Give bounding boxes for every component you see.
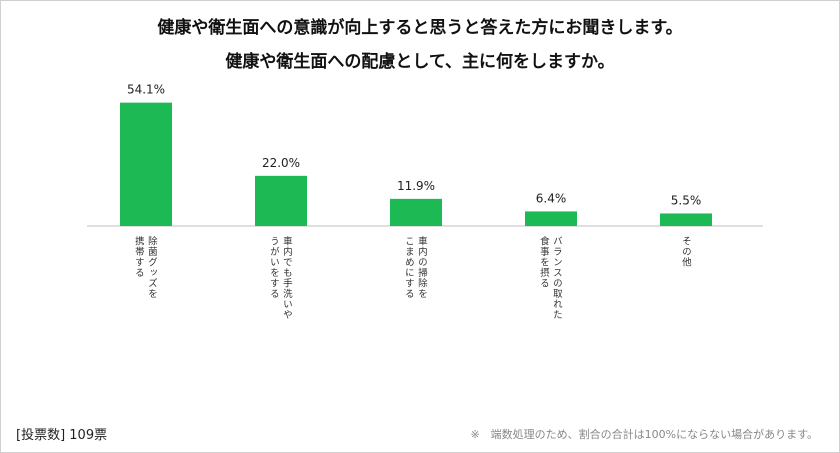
vote-count: [投票数] 109票 — [16, 428, 108, 443]
data-label-2: 22.0% — [262, 156, 300, 170]
rounding-note: ※ 端数処理のため、割合の合計は100%にならない場合があります。 — [470, 428, 818, 441]
category-label-5: その他 — [679, 236, 691, 268]
category-label-line: バランスの取れた — [550, 236, 562, 320]
chart-title-line-1: 健康や衛生面への意識が向上すると思うと答えた方にお聞きします。 — [157, 18, 683, 38]
category-label-line: 車内の掃除を — [415, 236, 427, 299]
category-label-line: こまめにする — [402, 236, 414, 299]
data-label-1: 54.1% — [127, 83, 165, 97]
bar-5 — [660, 213, 712, 226]
bar-4 — [525, 211, 577, 226]
bar-3 — [390, 198, 442, 226]
chart-title-line-2: 健康や衛生面への配慮として、主に何をしますか。 — [225, 52, 615, 72]
category-label-line: うがいをする — [267, 236, 279, 299]
category-label-line: その他 — [679, 236, 691, 268]
bar-2 — [255, 175, 307, 226]
category-label-line: 携帯する — [132, 236, 144, 278]
category-label-2: 車内でも手洗いや うがいをする — [267, 236, 292, 320]
category-label-3: 車内の掃除を こまめにする — [402, 236, 427, 299]
category-label-line: 車内でも手洗いや — [280, 236, 292, 320]
category-label-1: 除菌グッズを 携帯する — [132, 236, 157, 299]
bar-1 — [120, 102, 172, 226]
category-label-4: バランスの取れた 食事を摂る — [537, 236, 562, 320]
data-label-4: 6.4% — [536, 191, 567, 205]
category-label-line: 食事を摂る — [537, 236, 549, 289]
data-label-5: 5.5% — [671, 193, 702, 207]
data-label-3: 11.9% — [397, 179, 435, 193]
category-label-line: 除菌グッズを — [145, 236, 157, 299]
